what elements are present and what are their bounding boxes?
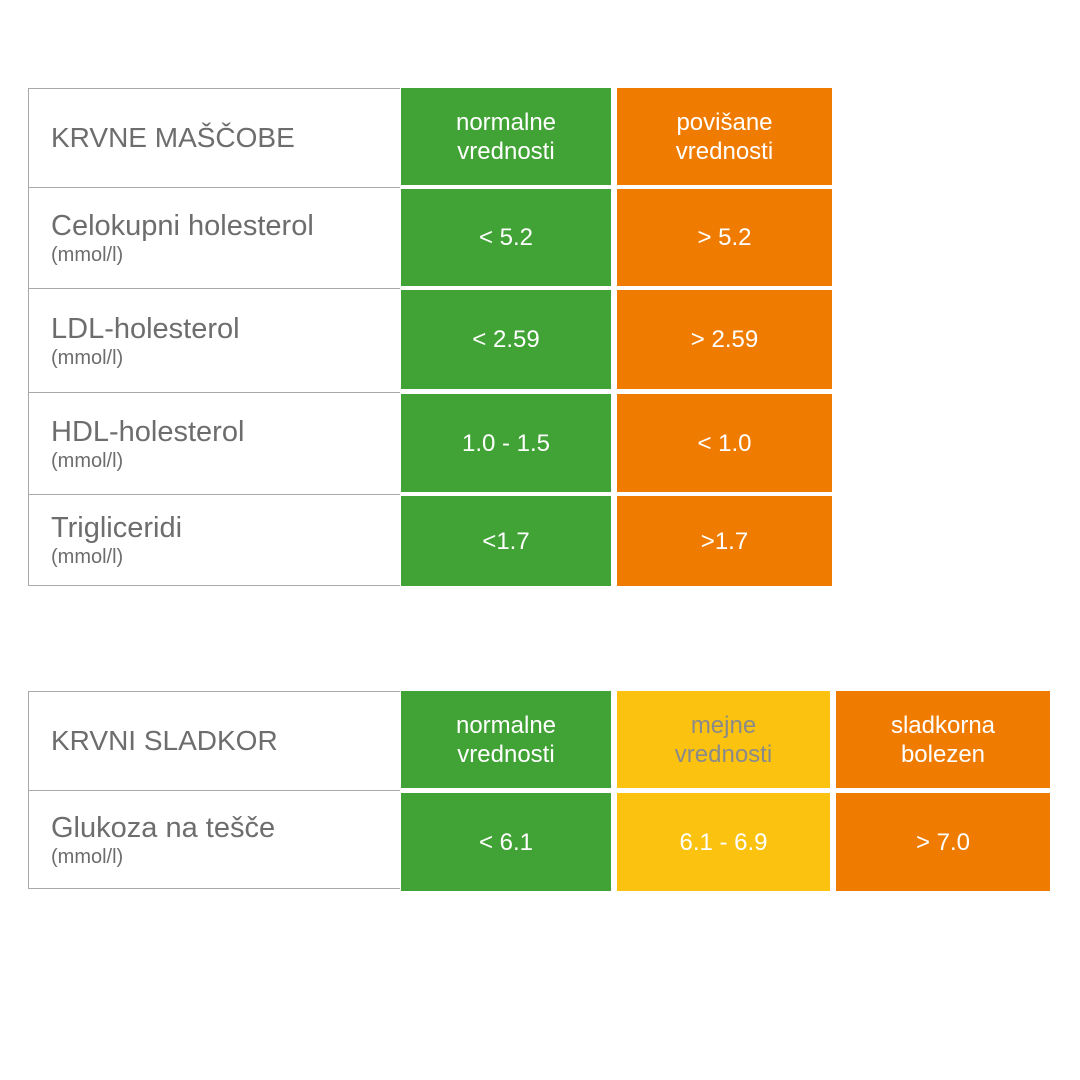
- borderline-value: 6.1 - 6.9: [617, 793, 830, 891]
- table-row: Glukoza na tešče (mmol/l) < 6.1 6.1 - 6.…: [28, 791, 1050, 891]
- normal-value: < 2.59: [401, 290, 611, 389]
- sugar-title-cell: KRVNI SLADKOR: [28, 691, 400, 791]
- normal-value: 1.0 - 1.5: [401, 394, 611, 492]
- normal-value: < 5.2: [401, 189, 611, 286]
- header-borderline: mejne vrednosti: [617, 691, 830, 788]
- table-row: HDL-holesterol (mmol/l) 1.0 - 1.5 < 1.0: [28, 393, 832, 495]
- table-row: Celokupni holesterol (mmol/l) < 5.2 > 5.…: [28, 188, 832, 289]
- normal-value: <1.7: [401, 496, 611, 586]
- header-diabetes: sladkorna bolezen: [836, 691, 1050, 788]
- lipids-title: KRVNE MAŠČOBE: [51, 122, 295, 153]
- row-name: Glukoza na tešče: [51, 811, 276, 844]
- sugar-table: KRVNI SLADKOR normalne vrednosti mejne v…: [28, 691, 1050, 891]
- elevated-value: < 1.0: [617, 394, 832, 492]
- row-label: Celokupni holesterol (mmol/l): [28, 188, 400, 289]
- row-name: LDL-holesterol: [51, 312, 240, 345]
- lipids-header-row: KRVNE MAŠČOBE normalne vrednosti povišan…: [28, 88, 832, 188]
- table-row: Trigliceridi (mmol/l) <1.7 >1.7: [28, 495, 832, 586]
- elevated-value: > 2.59: [617, 290, 832, 389]
- row-label: Glukoza na tešče (mmol/l): [28, 791, 400, 889]
- row-label: Trigliceridi (mmol/l): [28, 495, 400, 586]
- lipids-table: KRVNE MAŠČOBE normalne vrednosti povišan…: [28, 88, 832, 586]
- row-label: LDL-holesterol (mmol/l): [28, 289, 400, 393]
- row-name: HDL-holesterol: [51, 415, 245, 448]
- header-normal: normalne vrednosti: [401, 691, 611, 788]
- row-name: Celokupni holesterol: [51, 210, 314, 242]
- row-unit: (mmol/l): [51, 546, 124, 568]
- row-name: Trigliceridi: [51, 512, 183, 544]
- row-label: HDL-holesterol (mmol/l): [28, 393, 400, 495]
- elevated-value: >1.7: [617, 496, 832, 586]
- row-unit: (mmol/l): [51, 244, 124, 266]
- header-normal: normalne vrednosti: [401, 88, 611, 185]
- lipids-title-cell: KRVNE MAŠČOBE: [28, 88, 400, 188]
- row-unit: (mmol/l): [51, 845, 124, 868]
- diabetes-value: > 7.0: [836, 793, 1050, 891]
- row-unit: (mmol/l): [51, 449, 124, 472]
- normal-value: < 6.1: [401, 793, 611, 891]
- row-unit: (mmol/l): [51, 346, 124, 369]
- sugar-header-row: KRVNI SLADKOR normalne vrednosti mejne v…: [28, 691, 1050, 791]
- sugar-title: KRVNI SLADKOR: [51, 725, 278, 756]
- elevated-value: > 5.2: [617, 189, 832, 286]
- table-row: LDL-holesterol (mmol/l) < 2.59 > 2.59: [28, 289, 832, 393]
- header-elevated: povišane vrednosti: [617, 88, 832, 185]
